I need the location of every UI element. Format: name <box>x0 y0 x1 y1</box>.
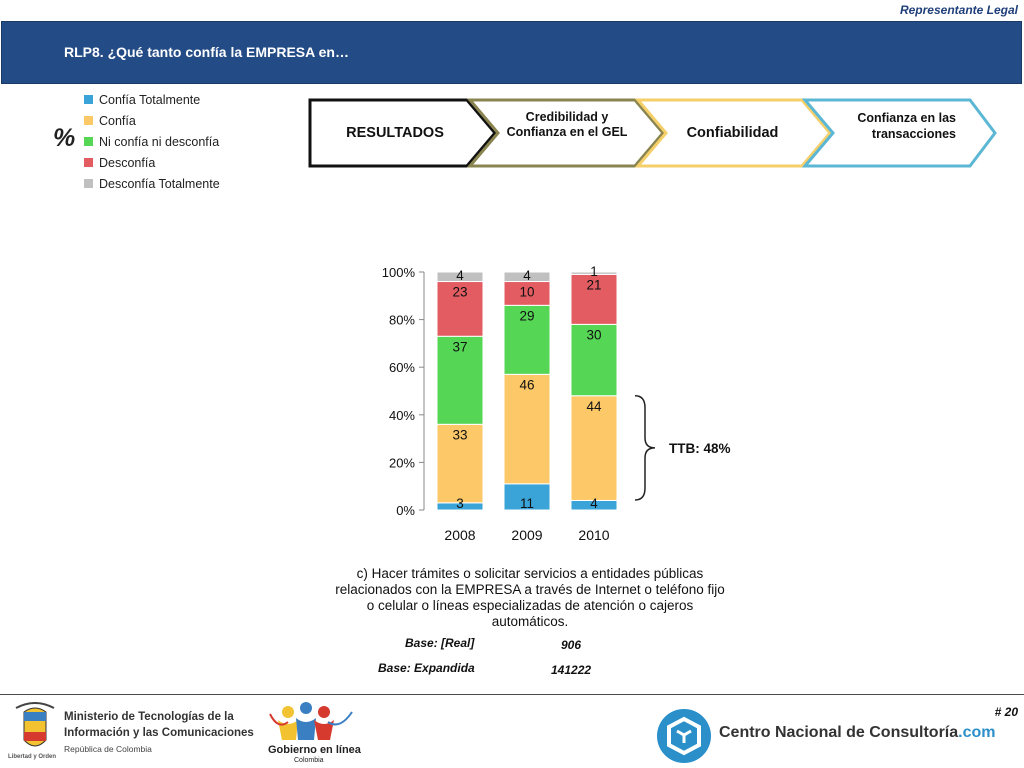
page-number: # 20 <box>994 705 1018 719</box>
step-label-confiabilidad: Confiabilidad <box>686 125 779 141</box>
bar-segment <box>503 373 551 485</box>
footer-divider <box>0 694 1024 695</box>
bar-segment <box>570 273 618 325</box>
data-label: 33 <box>452 427 467 442</box>
bar-segment <box>436 335 484 425</box>
chart-legend: Confía Totalmente Confía Ni confía ni de… <box>84 89 220 194</box>
cnc-name: Centro Nacional de Consultoría <box>719 724 959 741</box>
cnc-suffix: .com <box>958 724 996 741</box>
legend-label: Confía Totalmente <box>99 92 201 107</box>
y-tick-label: 0% <box>396 503 415 518</box>
legend-item: Confía <box>84 110 220 131</box>
data-label: 30 <box>586 327 601 342</box>
bar-segment <box>570 323 618 397</box>
legend-swatch <box>84 179 93 188</box>
y-tick-label: 100% <box>382 265 416 280</box>
data-label: 10 <box>519 285 534 300</box>
x-tick-label: 2008 <box>444 527 475 543</box>
top-label: Representante Legal <box>899 3 1018 17</box>
stacked-bar-chart: 0%20%40%60%80%100%3333723420081146291042… <box>382 264 731 543</box>
data-label: 46 <box>519 377 534 392</box>
ttb-annotation: TTB: 48% <box>669 441 731 456</box>
data-label: 23 <box>452 285 467 300</box>
cnc-logo-icon <box>657 709 711 763</box>
page-title: RLP8. ¿Qué tanto confía la EMPRESA en… <box>64 44 349 60</box>
y-tick-label: 40% <box>389 408 415 423</box>
header-bar: RLP8. ¿Qué tanto confía la EMPRESA en… <box>1 21 1022 84</box>
legend-label: Ni confía ni desconfía <box>99 134 220 149</box>
data-label: 1 <box>590 264 598 279</box>
base-expandida-label: Base: Expandida <box>378 661 475 675</box>
gel-line2: Colombia <box>294 757 324 764</box>
escudo-motto: Libertad y Orden <box>8 754 57 760</box>
legend-label: Desconfía Totalmente <box>99 176 220 191</box>
step-label-resultados: RESULTADOS <box>346 125 444 141</box>
y-tick-label: 80% <box>389 313 415 328</box>
legend-swatch <box>84 137 93 146</box>
step-label-transacciones: Confianza en las transacciones <box>857 111 956 141</box>
step-arrow-resultados[interactable] <box>308 98 497 168</box>
bar-segment <box>570 271 618 275</box>
y-tick-label: 60% <box>389 360 415 375</box>
mintic-line1: Ministerio de Tecnologías de la <box>64 711 234 723</box>
step-arrow-credibilidad[interactable] <box>466 98 665 168</box>
legend-swatch <box>84 158 93 167</box>
base-real-value: 906 <box>561 638 582 652</box>
base-expandida-value: 141222 <box>551 663 592 677</box>
legend-item: Ni confía ni desconfía <box>84 131 220 152</box>
mintic-line2: Información y las Comunicaciones <box>64 727 254 739</box>
gobierno-en-linea-logo-icon <box>269 702 353 740</box>
data-label: 21 <box>586 277 601 292</box>
bar-segment <box>570 395 618 501</box>
step-arrow-confiabilidad[interactable] <box>634 98 832 168</box>
legend-label: Desconfía <box>99 155 156 170</box>
data-label: 4 <box>590 496 598 511</box>
data-label: 11 <box>520 496 534 511</box>
legend-item: Desconfía Totalmente <box>84 173 220 194</box>
ttb-bracket <box>634 395 656 501</box>
data-label: 4 <box>456 268 464 283</box>
bar-segment <box>436 423 484 504</box>
percent-symbol: % <box>53 124 76 152</box>
step-arrow-transacciones[interactable] <box>801 98 997 168</box>
data-label: 44 <box>586 399 602 414</box>
legend-item: Desconfía <box>84 152 220 173</box>
legend-item: Confía Totalmente <box>84 89 220 110</box>
data-label: 3 <box>456 496 464 511</box>
legend-swatch <box>84 95 93 104</box>
step-label-credibilidad: Credibilidad y Confianza en el GEL <box>506 110 628 139</box>
legend-label: Confía <box>99 113 136 128</box>
base-real-label: Base: [Real] <box>405 636 475 650</box>
data-label: 29 <box>519 308 534 323</box>
y-tick-label: 20% <box>389 455 415 470</box>
mintic-line3: República de Colombia <box>64 744 152 754</box>
bar-segment <box>436 281 484 337</box>
process-steps <box>308 98 997 168</box>
x-tick-label: 2009 <box>511 527 542 543</box>
chart-description: c) Hacer trámites o solicitar servicios … <box>335 566 725 629</box>
data-label: 4 <box>523 268 531 283</box>
legend-swatch <box>84 116 93 125</box>
bar-segment <box>503 304 551 375</box>
data-label: 37 <box>452 339 467 354</box>
cnc-brand: Centro Nacional de Consultoría.com <box>719 724 995 742</box>
bar-segment <box>436 271 484 283</box>
x-tick-label: 2010 <box>578 527 609 543</box>
gel-line1: Gobierno en línea <box>268 744 361 756</box>
colombia-escudo-icon <box>15 702 55 747</box>
bar-segment <box>503 271 551 283</box>
